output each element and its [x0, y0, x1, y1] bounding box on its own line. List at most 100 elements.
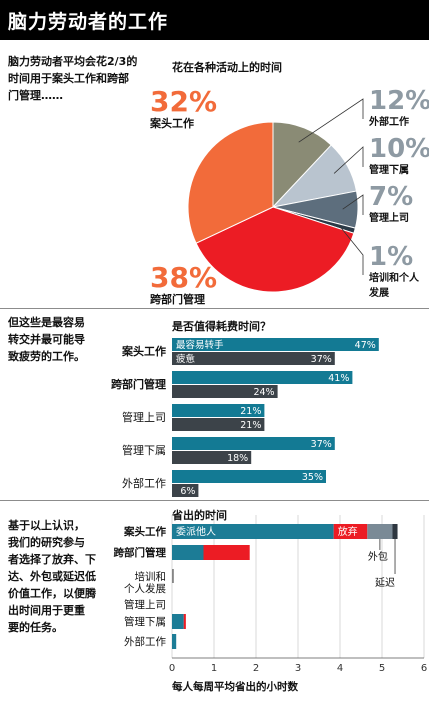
- x-tick-label: 1: [211, 663, 217, 674]
- x-tick-label: 4: [337, 663, 343, 674]
- bar-category-label: 跨部门管理: [111, 377, 166, 391]
- bar-value-label: 47%: [355, 340, 376, 351]
- saved-category-label: 培训和: [135, 570, 167, 583]
- intro-line: 脑力劳动者平均会花2/3的: [8, 55, 138, 68]
- saved-category-label: 管理下属: [124, 615, 166, 628]
- pie-pct-label: 38%: [150, 261, 217, 294]
- saved-category-label: 个人发展: [124, 582, 166, 595]
- bar-value-label: 18%: [227, 453, 248, 464]
- pie-slice-label: 发展: [368, 286, 389, 299]
- pie-leader-line: [298, 98, 364, 143]
- bar-category-label: 案头工作: [121, 344, 166, 358]
- pie-leader-line: [342, 194, 364, 215]
- pie-slice: [195, 206, 355, 293]
- middle-line: 转交并最可能导: [8, 333, 85, 346]
- x-tick-label: 2: [253, 663, 259, 674]
- saved-category-label: 外部工作: [124, 635, 166, 648]
- bar: [172, 352, 335, 365]
- x-tick-label: 0: [169, 663, 175, 674]
- saved-category-label: 跨部门管理: [114, 546, 167, 559]
- stacked-bar-segment: [172, 524, 334, 539]
- bar-value-label: 6%: [180, 486, 195, 497]
- stacked-bar-segment: [172, 545, 204, 560]
- stacked-bar-segment: [203, 545, 250, 560]
- pie-leader-line: [339, 226, 364, 275]
- pie-slice-label: 管理下属: [369, 163, 409, 176]
- bar-value-label: 41%: [328, 373, 349, 384]
- stacked-bar-segment: [333, 524, 368, 539]
- bottom-line: 要的任务。: [8, 621, 63, 634]
- pie-pct-label: 12%: [369, 86, 429, 116]
- bottom-text: 基于以上认识， 我们的研究参与 者选择了放弃、下 达、外包或延迟低 价值工作，以…: [8, 517, 118, 636]
- bar-series-label: 疲惫: [176, 353, 196, 365]
- bar: [172, 385, 278, 398]
- inline-bar-label: 委派他人: [176, 525, 216, 538]
- bar-chart-title: 是否值得耗费时间？: [172, 320, 271, 333]
- intro-line: 时间用于案头工作和跨部: [8, 72, 129, 85]
- bar-value-label: 37%: [311, 439, 332, 450]
- bar-value-label: 21%: [240, 406, 261, 417]
- pie-chart-title: 花在各种活动上的时间: [172, 61, 282, 74]
- pie-leader-line: [333, 146, 364, 174]
- pie-slice: [272, 121, 332, 209]
- intro-line: 门管理……: [8, 89, 63, 102]
- divider-2: [0, 500, 429, 501]
- bar: [172, 437, 335, 450]
- stacked-bar-segment: [172, 614, 184, 629]
- bar-category-label: 外部工作: [122, 476, 166, 490]
- saved-category-label: 案头工作: [123, 525, 166, 538]
- middle-line: 致疲劳的工作。: [8, 350, 85, 363]
- divider-1: [0, 308, 429, 309]
- bar: [172, 484, 199, 497]
- bar: [172, 371, 353, 384]
- stacked-bar-segment: [367, 524, 393, 539]
- bottom-line: 出时间用于更重: [8, 604, 85, 617]
- x-tick-label: 6: [421, 663, 427, 674]
- pie-pct-label: 10%: [369, 134, 429, 164]
- pie-slice-label: 外部工作: [368, 115, 409, 128]
- middle-line: 但这些是最容易: [8, 316, 85, 329]
- pie-pct-label: 7%: [369, 182, 413, 212]
- bar: [172, 470, 326, 483]
- callout-label: 延迟: [375, 576, 395, 589]
- bar-value-label: 21%: [240, 420, 261, 431]
- pie-slice-label: 跨部门管理: [150, 292, 205, 306]
- saved-time-title: 省出的时间: [172, 509, 227, 522]
- bottom-line: 者选择了放弃、下: [8, 553, 96, 566]
- pie-slice: [187, 121, 274, 244]
- stacked-bar-segment: [392, 524, 398, 539]
- stacked-bar-segment: [172, 634, 177, 649]
- bar-value-label: 35%: [302, 472, 323, 483]
- title-bar: 脑力劳动者的工作: [0, 0, 429, 40]
- bottom-line: 我们的研究参与: [8, 536, 85, 549]
- x-tick-label: 5: [379, 663, 385, 674]
- stacked-bar-segment: [183, 614, 186, 629]
- pie-slice-label: 案头工作: [149, 116, 194, 130]
- bar: [172, 404, 265, 417]
- bottom-line: 基于以上认识，: [8, 519, 85, 532]
- page-title: 脑力劳动者的工作: [8, 11, 169, 33]
- x-axis-label: 每人每周平均省出的小时数: [172, 680, 298, 693]
- bar-value-label: 24%: [253, 387, 274, 398]
- inline-bar-label: 放弃: [338, 525, 358, 538]
- bar-value-label: 37%: [311, 354, 332, 365]
- pie-pct-label: 32%: [150, 85, 217, 118]
- bottom-line: 价值工作，以便腾: [8, 587, 96, 600]
- middle-text: 但这些是最容易 转交并最可能导 致疲劳的工作。: [8, 314, 118, 365]
- x-tick-label: 3: [295, 663, 301, 674]
- intro-text: 脑力劳动者平均会花2/3的 时间用于案头工作和跨部 门管理……: [8, 53, 168, 104]
- bar-series-label: 最容易转手: [176, 339, 224, 351]
- bar-category-label: 管理下属: [122, 443, 166, 457]
- bar-category-label: 管理上司: [122, 410, 166, 424]
- callout-label: 外包: [368, 550, 388, 563]
- bar: [172, 418, 265, 431]
- pie-slice-label: 培训和个人: [369, 271, 420, 284]
- bar: [172, 338, 379, 351]
- saved-category-label: 管理上司: [124, 598, 166, 611]
- bottom-line: 达、外包或延迟低: [8, 570, 96, 583]
- pie-slice-label: 管理上司: [369, 211, 409, 224]
- bar: [172, 451, 252, 464]
